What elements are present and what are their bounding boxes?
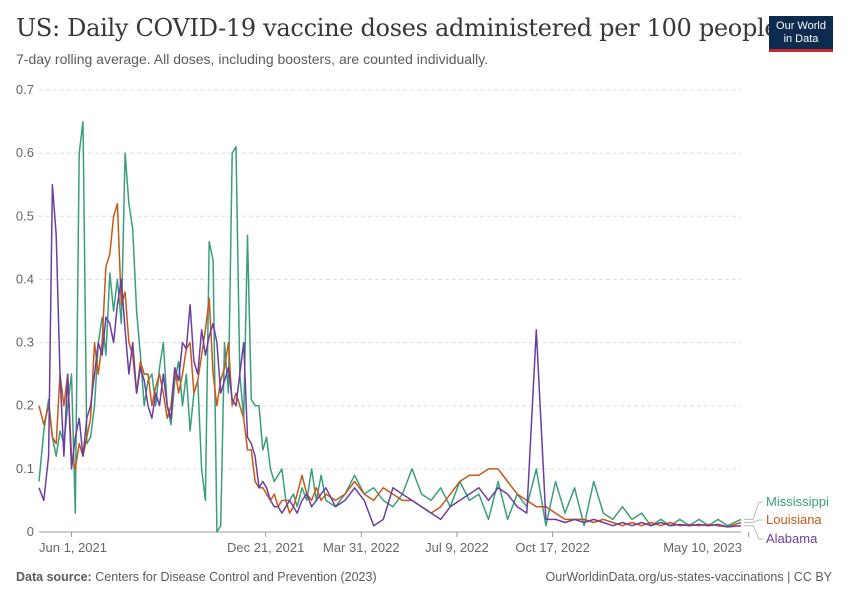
- y-tick-label: 0.4: [16, 271, 34, 286]
- data-source-text: Centers for Disease Control and Preventi…: [95, 570, 377, 584]
- y-tick-label: 0.1: [16, 461, 34, 476]
- legend: Mississippi Louisiana Alabama: [744, 494, 829, 546]
- owid-logo[interactable]: Our World in Data: [769, 16, 833, 52]
- series-layer: [38, 120, 742, 533]
- legend-connector: [744, 519, 763, 523]
- logo-line-2: in Data: [783, 33, 819, 45]
- chart-subtitle: 7-day rolling average. All doses, includ…: [16, 51, 489, 67]
- y-tick-label: 0: [27, 524, 34, 539]
- x-tick-label: Mar 31, 2022: [323, 540, 400, 555]
- x-tick-label: Jul 9, 2022: [425, 540, 489, 555]
- data-source: Data source: Centers for Disease Control…: [16, 570, 377, 584]
- y-axis: 0 0.1 0.2 0.3 0.4 0.5 0.6 0.7: [16, 82, 34, 539]
- y-tick-label: 0.3: [16, 335, 34, 350]
- logo-line-1: Our World: [776, 20, 826, 32]
- x-tick-label: Oct 17, 2022: [515, 540, 589, 555]
- x-tick-label: May 10, 2023: [663, 540, 742, 555]
- legend-label-alabama: Alabama: [766, 531, 818, 546]
- series-line-louisiana: [38, 202, 742, 528]
- line-chart: 0 0.1 0.2 0.3 0.4 0.5 0.6 0.7 Jun 1, 2021 Dec 21…: [16, 82, 829, 555]
- x-axis: Jun 1, 2021 Dec 21, 2021 Mar 31, 2022 Jul 9…: [39, 531, 750, 555]
- y-tick-label: 0.7: [16, 82, 34, 97]
- data-source-label: Data source:: [16, 570, 92, 584]
- x-tick-label: Dec 21, 2021: [227, 540, 304, 555]
- source-url[interactable]: OurWorldinData.org/us-states-vaccination…: [545, 570, 832, 584]
- chart-title: US: Daily COVID-19 vaccine doses adminis…: [16, 14, 779, 42]
- grid-layer: [39, 89, 741, 470]
- legend-connector: [744, 501, 763, 520]
- legend-connector: [744, 525, 763, 540]
- legend-label-louisiana: Louisiana: [766, 512, 822, 527]
- legend-label-mississippi: Mississippi: [766, 494, 829, 509]
- series-line-mississippi: [38, 120, 742, 533]
- y-tick-label: 0.5: [16, 208, 34, 223]
- y-tick-label: 0.6: [16, 145, 34, 160]
- series-line-alabama: [38, 183, 742, 528]
- x-tick-label: Jun 1, 2021: [39, 540, 107, 555]
- y-tick-label: 0.2: [16, 398, 34, 413]
